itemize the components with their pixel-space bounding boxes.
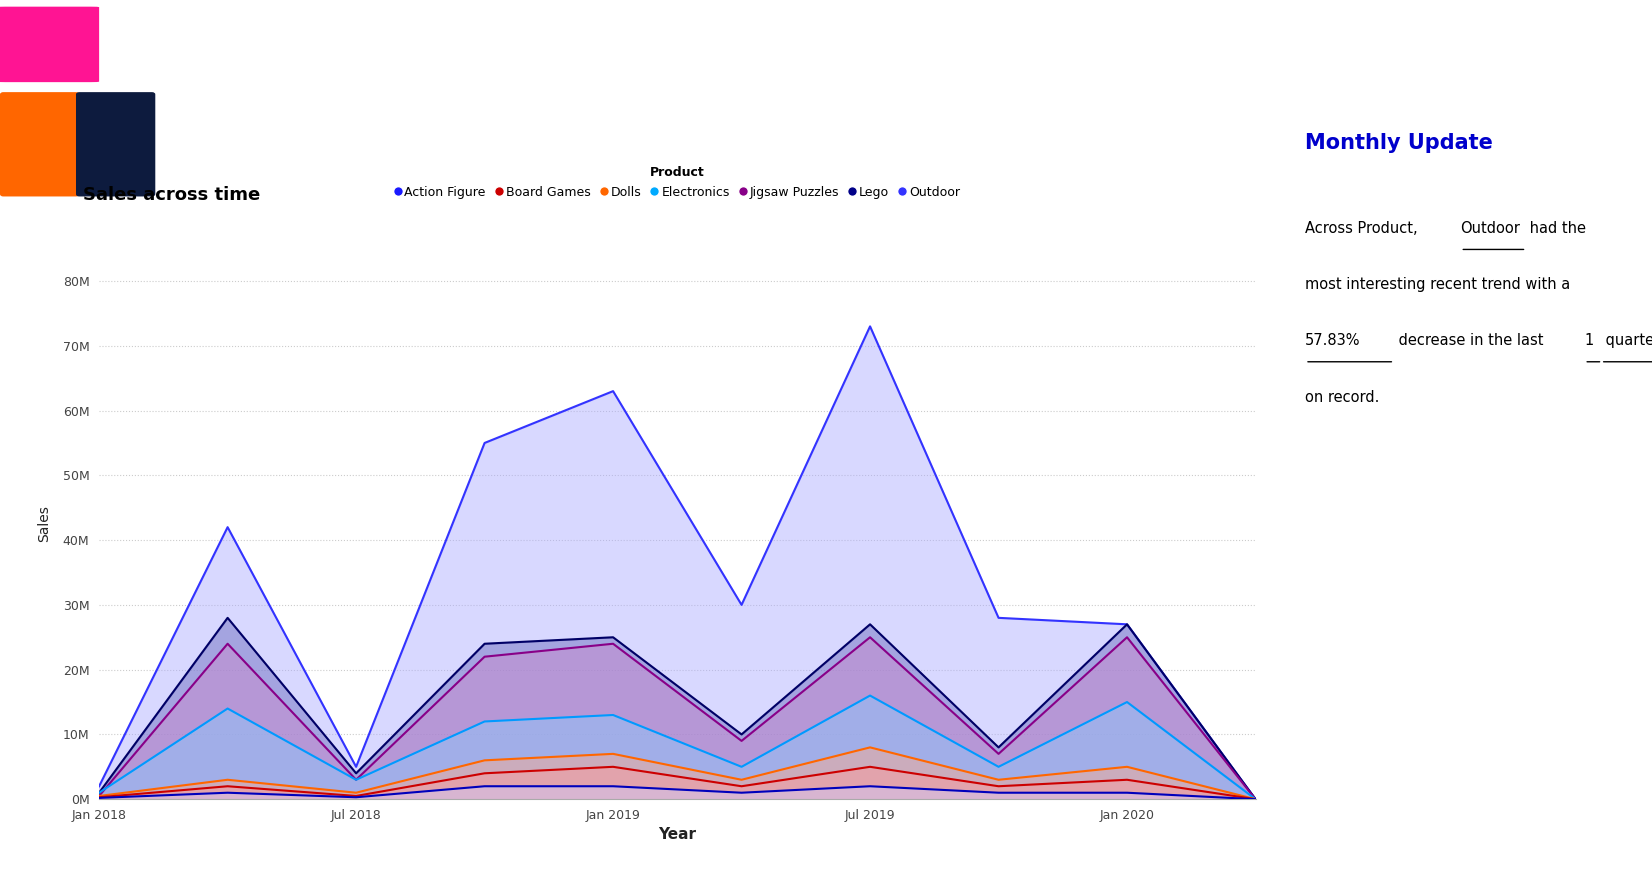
- Text: Sales Analysis: Sales Analysis: [119, 28, 387, 61]
- Text: Sales across time: Sales across time: [83, 186, 259, 204]
- Text: most interesting recent trend with a: most interesting recent trend with a: [1305, 277, 1571, 292]
- FancyBboxPatch shape: [76, 92, 155, 196]
- Text: quarter: quarter: [1601, 334, 1652, 348]
- Text: Monthly Update: Monthly Update: [1305, 133, 1493, 154]
- Text: 57.83%: 57.83%: [1305, 334, 1361, 348]
- Legend: Action Figure, Board Games, Dolls, Electronics, Jigsaw Puzzles, Lego, Outdoor: Action Figure, Board Games, Dolls, Elect…: [390, 162, 965, 203]
- Text: Across Product,: Across Product,: [1305, 221, 1422, 236]
- Y-axis label: Sales: Sales: [38, 505, 51, 543]
- X-axis label: Year: Year: [657, 828, 697, 843]
- Text: Outdoor: Outdoor: [1460, 221, 1520, 236]
- FancyBboxPatch shape: [0, 7, 99, 83]
- Text: had the: had the: [1525, 221, 1586, 236]
- Text: on record.: on record.: [1305, 390, 1379, 405]
- FancyBboxPatch shape: [0, 92, 79, 196]
- Text: 1: 1: [1584, 334, 1594, 348]
- Text: decrease in the last: decrease in the last: [1394, 334, 1548, 348]
